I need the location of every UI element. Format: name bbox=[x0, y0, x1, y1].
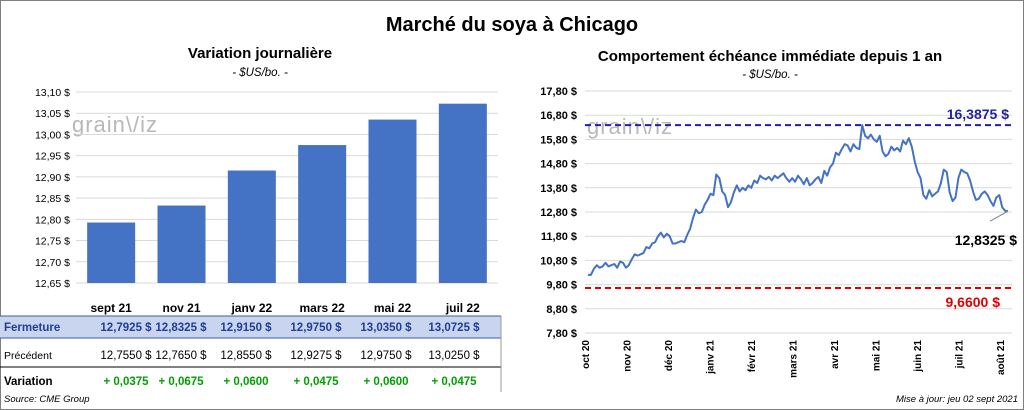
left-chart-unit: - $US/bo. - bbox=[232, 67, 288, 79]
line-ytick-label: 8,80 $ bbox=[546, 304, 577, 316]
bar-ytick-label: 12,75 $ bbox=[35, 236, 70, 248]
line-ytick-label: 7,80 $ bbox=[546, 328, 577, 340]
bar-ytick-label: 13,10 $ bbox=[35, 87, 70, 99]
bar bbox=[368, 119, 417, 283]
table-cell: + 0,0475 bbox=[293, 376, 339, 388]
line-ytick-label: 13,80 $ bbox=[540, 183, 577, 195]
table-cell: 12,9150 $ bbox=[220, 322, 272, 334]
last-value-label: 12,8325 $ bbox=[955, 232, 1017, 248]
closing-row-band bbox=[0, 316, 501, 338]
table-cell: 12,8550 $ bbox=[220, 350, 272, 362]
line-xtick-label: déc 20 bbox=[664, 340, 675, 372]
line-xtick-label: févr 21 bbox=[747, 340, 758, 373]
table-cell: 12,8325 $ bbox=[155, 322, 207, 334]
table-row-label: Fermeture bbox=[4, 322, 60, 334]
table-cell: + 0,0375 bbox=[103, 376, 149, 388]
bar-ytick-label: 12,80 $ bbox=[35, 214, 70, 226]
table-cell: + 0,0675 bbox=[158, 376, 204, 388]
line-ytick-label: 11,80 $ bbox=[541, 231, 577, 243]
table-cell: 12,9275 $ bbox=[290, 350, 342, 362]
table-cell: 12,7925 $ bbox=[100, 322, 152, 334]
table-cell: 13,0725 $ bbox=[428, 322, 480, 334]
table-cell: + 0,0600 bbox=[223, 376, 268, 388]
watermark-logo-left: grain\/iz bbox=[72, 112, 159, 137]
table-cell: 12,9750 $ bbox=[290, 322, 342, 334]
bar-ytick-label: 13,05 $ bbox=[35, 108, 70, 120]
bar bbox=[157, 205, 206, 283]
bar-ytick-label: 12,70 $ bbox=[35, 257, 70, 269]
bar-category-label: mars 22 bbox=[299, 301, 345, 315]
line-ytick-label: 15,80 $ bbox=[540, 134, 577, 146]
min-reference-label: 9,6600 $ bbox=[946, 294, 1001, 310]
table-cell: 12,7550 $ bbox=[100, 350, 152, 362]
max-reference-label: 16,3875 $ bbox=[947, 106, 1009, 122]
line-xtick-label: nov 20 bbox=[623, 340, 634, 372]
table-row-label: Variation bbox=[4, 376, 53, 388]
table-cell: 12,7650 $ bbox=[155, 350, 207, 362]
bar bbox=[438, 103, 487, 283]
bar bbox=[298, 145, 347, 283]
table-row-label: Précédent bbox=[4, 350, 52, 362]
table-cell: + 0,0475 bbox=[431, 376, 477, 388]
right-chart-title: Comportement échéance immédiate depuis 1… bbox=[597, 48, 943, 65]
right-chart-unit: - $US/bo. - bbox=[742, 69, 798, 81]
bar-ytick-label: 12,95 $ bbox=[35, 151, 70, 163]
table-cell: 13,0250 $ bbox=[428, 350, 480, 362]
bar bbox=[87, 222, 136, 283]
line-ytick-label: 10,80 $ bbox=[540, 255, 577, 267]
bar-ytick-label: 12,65 $ bbox=[35, 278, 70, 290]
bar-ytick-label: 12,85 $ bbox=[35, 193, 70, 205]
line-xtick-label: janv 21 bbox=[706, 340, 717, 375]
bar-ytick-label: 13,00 $ bbox=[35, 129, 70, 141]
bar-category-label: juil 22 bbox=[445, 301, 480, 315]
update-note: Mise à jour: jeu 02 sept 2021 bbox=[896, 394, 1018, 405]
line-ytick-label: 16,80 $ bbox=[540, 110, 577, 122]
bar-category-label: janv 22 bbox=[230, 301, 272, 315]
bar-category-label: mai 22 bbox=[374, 301, 412, 315]
main-title: Marché du soya à Chicago bbox=[385, 14, 639, 36]
line-xtick-label: oct 20 bbox=[581, 340, 592, 369]
line-xtick-label: mai 21 bbox=[872, 340, 883, 372]
line-ytick-label: 12,80 $ bbox=[540, 207, 577, 219]
bar-ytick-label: 12,90 $ bbox=[35, 172, 70, 184]
line-ytick-label: 17,80 $ bbox=[540, 86, 577, 98]
bar-category-label: nov 21 bbox=[162, 301, 200, 315]
line-xtick-label: août 21 bbox=[996, 340, 1007, 375]
price-series-line bbox=[588, 124, 1009, 276]
bar-category-label: sept 21 bbox=[90, 301, 132, 315]
line-xtick-label: juin 21 bbox=[913, 340, 924, 373]
table-cell: 12,9750 $ bbox=[360, 350, 412, 362]
watermark-logo-right: grain\/iz bbox=[587, 114, 674, 139]
line-xtick-label: mars 21 bbox=[789, 340, 800, 378]
last-value-leader bbox=[989, 210, 1009, 222]
source-note: Source: CME Group bbox=[4, 394, 90, 405]
bar bbox=[227, 170, 276, 283]
line-ytick-label: 9,80 $ bbox=[546, 280, 577, 292]
left-chart-title: Variation journalière bbox=[187, 45, 333, 62]
line-ytick-label: 14,80 $ bbox=[540, 159, 577, 171]
line-xtick-label: avr 21 bbox=[830, 340, 841, 369]
table-cell: + 0,0600 bbox=[363, 376, 408, 388]
table-cell: 13,0350 $ bbox=[360, 322, 412, 334]
line-xtick-label: juil 21 bbox=[955, 340, 966, 370]
